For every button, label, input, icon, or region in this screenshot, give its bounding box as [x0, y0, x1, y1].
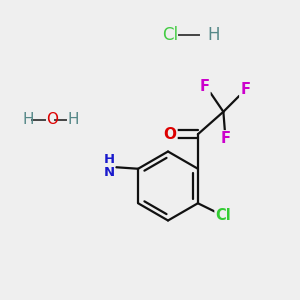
Text: H: H — [22, 112, 34, 128]
Text: H: H — [103, 153, 115, 166]
Text: H: H — [207, 26, 220, 44]
Text: F: F — [240, 82, 250, 97]
Text: O: O — [164, 127, 176, 142]
Text: Cl: Cl — [215, 208, 231, 223]
Text: H: H — [68, 112, 79, 128]
Text: O: O — [46, 112, 58, 128]
Text: F: F — [200, 80, 209, 94]
Text: Cl: Cl — [162, 26, 178, 44]
Text: N: N — [103, 166, 115, 179]
Text: F: F — [220, 131, 230, 146]
